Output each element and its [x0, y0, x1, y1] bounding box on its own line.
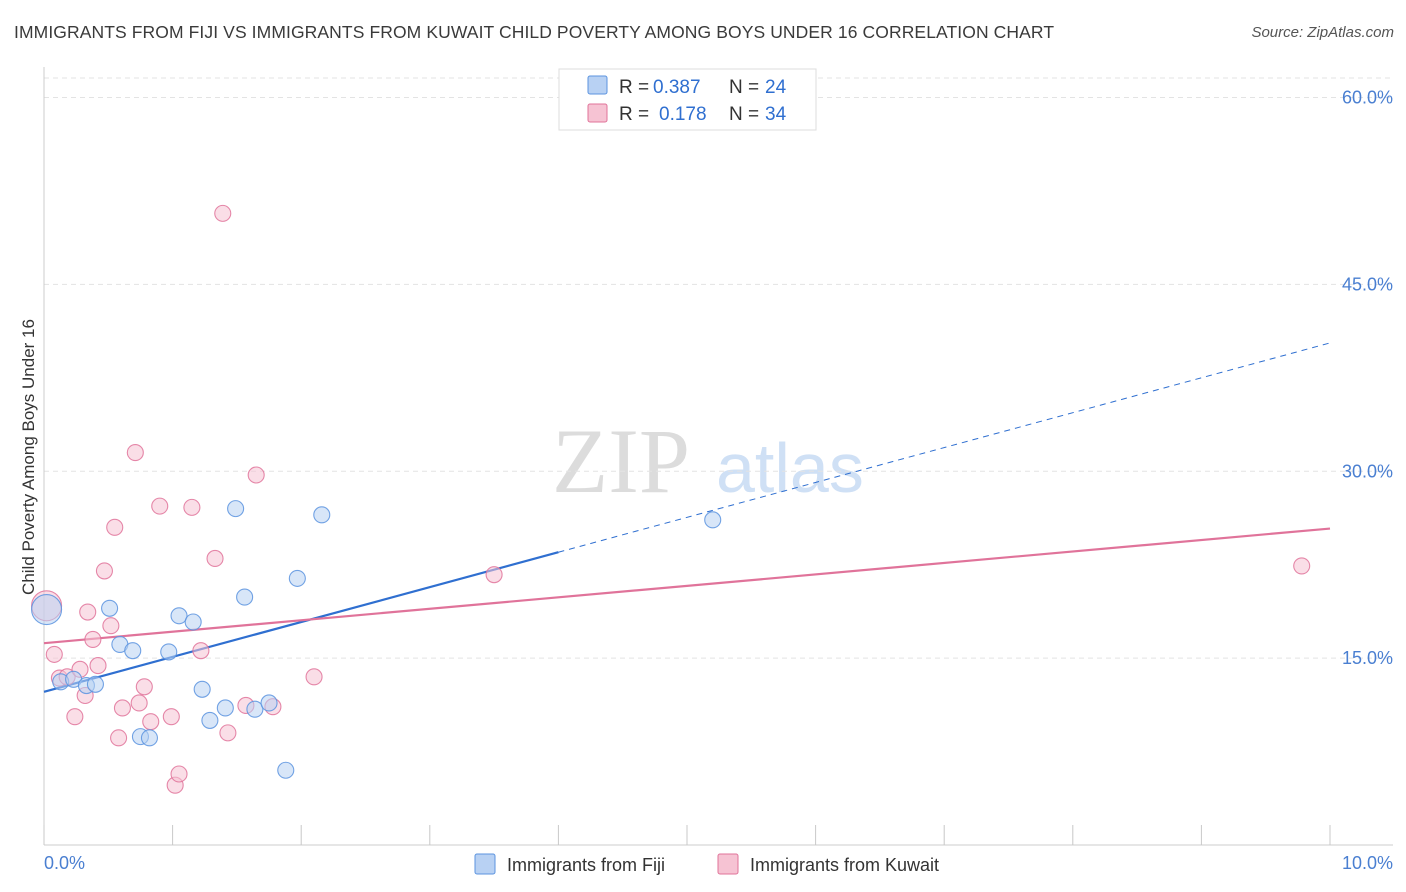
y-tick-label: 60.0% [1342, 88, 1393, 108]
source-credit: Source: ZipAtlas.com [1251, 24, 1394, 41]
y-tick-label: 30.0% [1342, 461, 1393, 481]
point-fiji [227, 500, 245, 518]
point-kuwait [162, 708, 180, 726]
point-kuwait [84, 630, 102, 648]
point-fiji [193, 680, 211, 698]
trend-line-fiji-extrapolated [558, 342, 1331, 553]
point-fiji [31, 593, 63, 626]
point-fiji [184, 613, 202, 631]
watermark-atlas: atlas [716, 429, 864, 507]
point-kuwait [130, 694, 148, 712]
point-fiji [288, 569, 306, 587]
point-fiji [236, 588, 254, 606]
legend-fiji-n-label: N = [729, 77, 759, 98]
point-kuwait [214, 204, 232, 222]
point-fiji [277, 761, 295, 779]
series-legend-kuwait: Immigrants from Kuwait [750, 855, 939, 875]
gridlines [44, 77, 1393, 659]
trend-lines [43, 342, 1331, 693]
point-fiji [216, 699, 234, 717]
point-kuwait [135, 678, 153, 696]
point-fiji [101, 599, 119, 617]
legend-fiji-r-label: R = [619, 77, 649, 98]
legend-swatch-kuwait [587, 103, 608, 123]
y-tick-label: 15.0% [1342, 648, 1393, 668]
chart-title: IMMIGRANTS FROM FIJI VS IMMIGRANTS FROM … [14, 22, 1055, 42]
point-kuwait [89, 657, 107, 675]
point-kuwait [102, 617, 120, 635]
point-kuwait [110, 729, 128, 747]
watermark: ZIP atlas [552, 410, 864, 512]
watermark-zip: ZIP [552, 410, 690, 512]
x-axis-ticks: 0.0% 10.0% [43, 825, 1393, 873]
point-kuwait [151, 497, 169, 515]
point-kuwait [66, 708, 84, 726]
point-fiji [313, 506, 331, 524]
axes [43, 67, 1393, 846]
point-kuwait [206, 549, 224, 568]
correlation-legend: R = 0.387 N = 24 R = 0.178 N = 34 [558, 68, 817, 131]
point-fiji [260, 694, 278, 712]
point-fiji [201, 711, 219, 729]
x-tick-label-max: 10.0% [1342, 853, 1393, 873]
point-kuwait [485, 566, 503, 584]
point-kuwait [219, 724, 237, 742]
trend-line-fiji [43, 551, 559, 693]
point-fiji [86, 675, 104, 693]
point-fiji [124, 642, 142, 660]
point-kuwait [106, 518, 124, 536]
point-kuwait [45, 645, 63, 663]
point-kuwait [170, 765, 188, 783]
series-legend-fiji: Immigrants from Fiji [507, 855, 665, 875]
point-kuwait [183, 498, 201, 516]
point-fiji [140, 729, 159, 747]
point-kuwait [1293, 557, 1311, 575]
y-tick-label: 45.0% [1342, 274, 1393, 294]
series-legend: Immigrants from Fiji Immigrants from Kuw… [474, 853, 939, 875]
point-kuwait [79, 603, 97, 621]
legend-swatch-fiji [587, 75, 608, 95]
point-fiji [170, 607, 188, 625]
trend-line-kuwait [43, 527, 1331, 645]
point-fiji [704, 511, 722, 529]
point-kuwait [142, 713, 160, 731]
legend-fiji-r-value: 0.387 [653, 77, 701, 98]
point-kuwait [113, 699, 131, 717]
point-kuwait [95, 562, 113, 580]
point-fiji [246, 700, 264, 718]
point-kuwait [305, 668, 323, 686]
legend-kuwait-n-label: N = [729, 104, 759, 125]
legend-kuwait-r-value: 0.178 [659, 104, 707, 125]
point-kuwait [126, 444, 144, 462]
y-axis-ticks: 15.0% 30.0% 45.0% 60.0% [1342, 88, 1393, 669]
point-fiji [160, 643, 178, 661]
x-tick-label-min: 0.0% [44, 853, 85, 873]
series-legend-swatch-kuwait [717, 853, 739, 875]
point-kuwait [192, 642, 210, 660]
point-kuwait [247, 466, 265, 484]
legend-kuwait-r-label: R = [619, 104, 649, 125]
legend-fiji-n-value: 24 [765, 77, 787, 98]
data-points [31, 204, 1311, 794]
series-legend-swatch-fiji [474, 853, 496, 875]
legend-kuwait-n-value: 34 [765, 104, 787, 125]
y-axis-label: Child Poverty Among Boys Under 16 [19, 319, 38, 595]
